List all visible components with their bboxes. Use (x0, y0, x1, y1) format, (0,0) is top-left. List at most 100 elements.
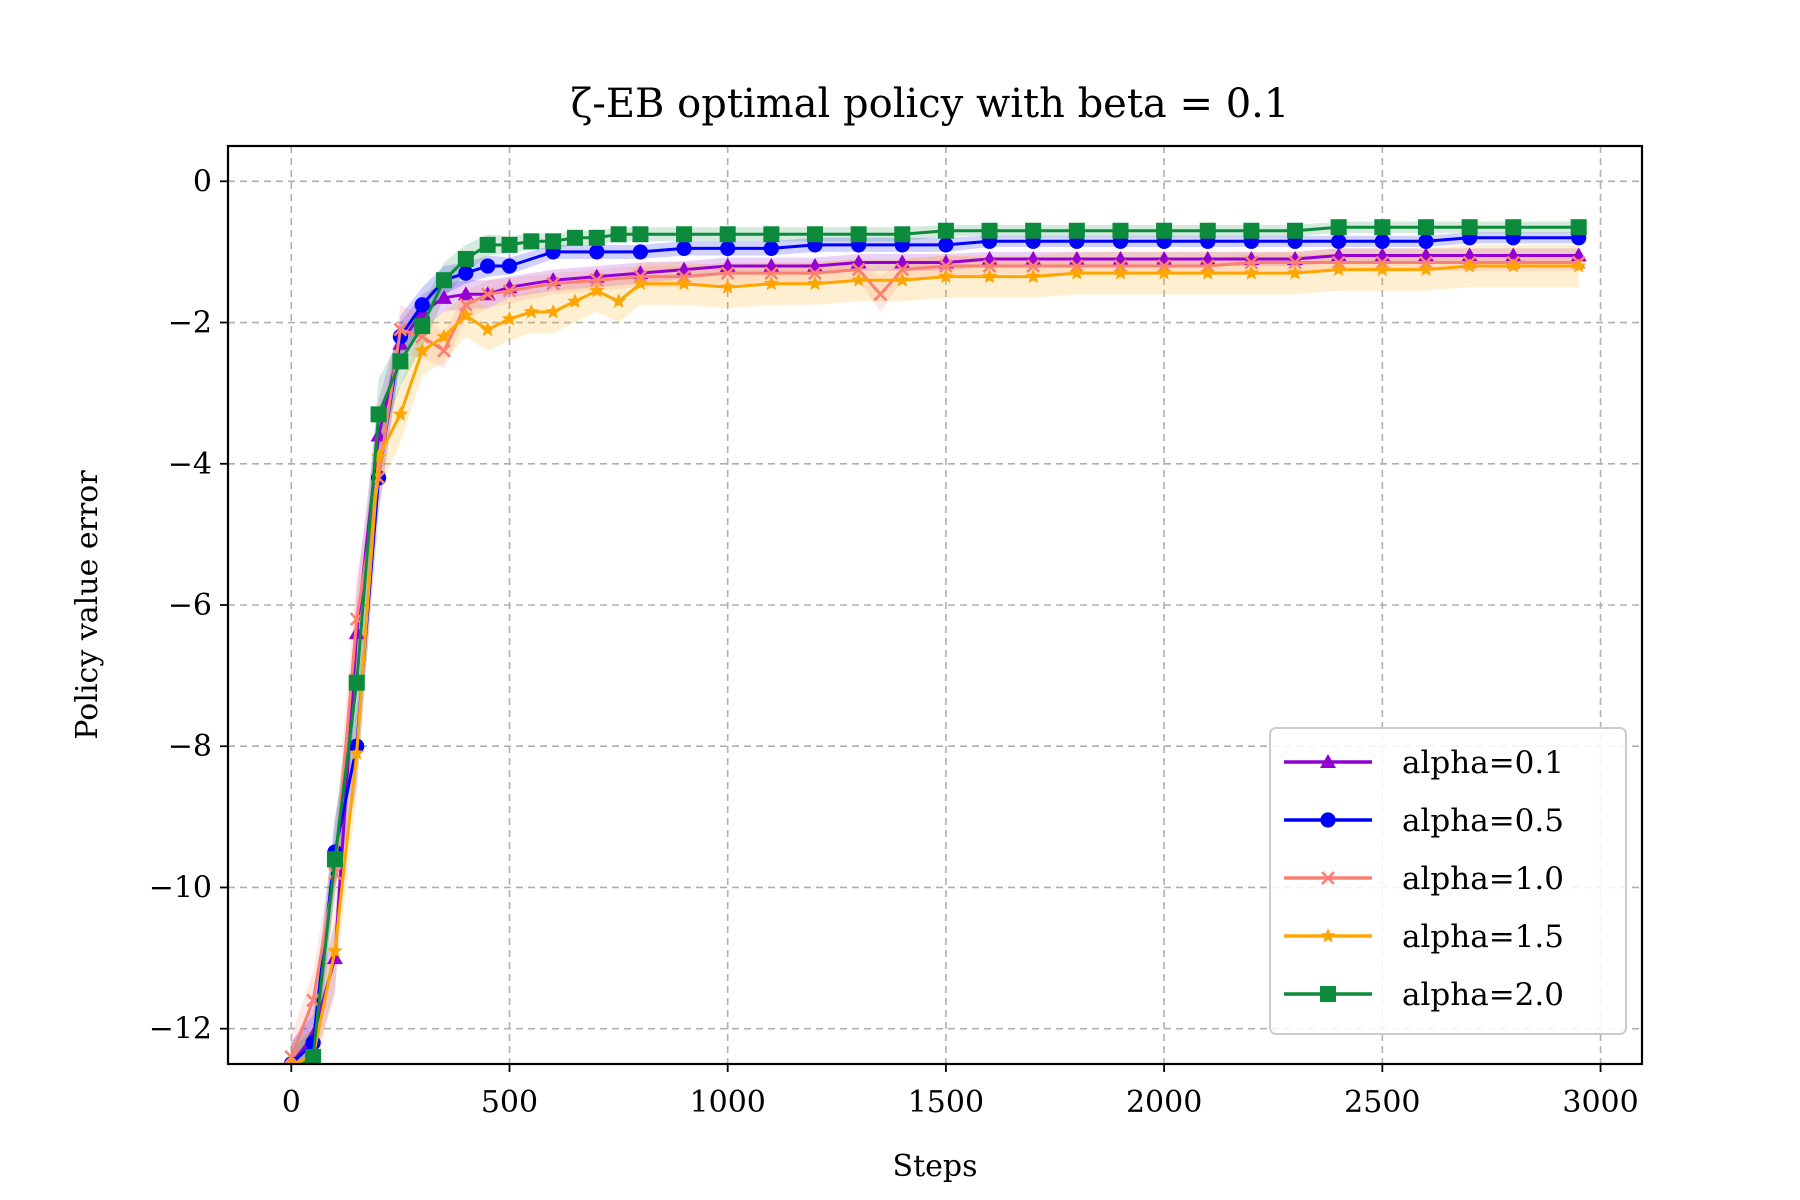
data-point (1331, 233, 1347, 249)
data-point (1374, 219, 1391, 236)
y-tick-label: −6 (168, 588, 212, 623)
data-point (1243, 265, 1260, 280)
series-alpha=2.0 (283, 219, 1587, 1064)
legend-label: alpha=1.0 (1402, 861, 1564, 897)
data-point (501, 311, 518, 326)
legend-item: alpha=1.0 (1284, 861, 1564, 897)
data-point (437, 343, 451, 358)
data-point (981, 268, 998, 284)
y-tick-label: 0 (193, 164, 212, 199)
legend-marker (1320, 986, 1336, 1002)
data-point (1374, 233, 1390, 249)
data-point (480, 321, 496, 337)
data-point (370, 427, 387, 442)
data-point (763, 240, 779, 256)
data-point (894, 226, 911, 243)
data-point (1505, 258, 1521, 273)
data-point (676, 275, 692, 291)
legend-item: alpha=2.0 (1284, 977, 1564, 1013)
data-point (589, 282, 605, 298)
data-point (894, 272, 910, 287)
data-point (588, 229, 605, 246)
data-point (545, 303, 561, 319)
data-point (545, 233, 562, 250)
data-point (1244, 255, 1259, 270)
data-point (414, 342, 430, 358)
data-point (326, 851, 343, 868)
y-tick-label: −8 (168, 729, 212, 764)
data-point (1418, 261, 1434, 277)
data-point (632, 244, 649, 260)
data-point (589, 244, 605, 260)
data-point (806, 226, 823, 243)
data-point (1025, 268, 1041, 284)
data-point (1374, 261, 1390, 277)
data-point (764, 266, 779, 281)
data-point (414, 318, 431, 335)
legend-item: alpha=0.1 (1284, 745, 1564, 781)
data-point (393, 322, 408, 337)
data-point (1571, 258, 1587, 273)
data-point (895, 262, 910, 277)
legend-marker (1320, 754, 1336, 768)
data-point (632, 226, 649, 243)
data-point (457, 250, 474, 267)
y-axis-label: Policy value error (70, 470, 105, 740)
data-point (501, 258, 518, 274)
legend-item: alpha=1.5 (1284, 919, 1564, 955)
series-lines (283, 219, 1587, 1064)
data-point (1112, 265, 1129, 280)
data-point (502, 283, 517, 298)
data-point (1156, 222, 1173, 239)
data-point (480, 287, 495, 302)
data-point (937, 222, 954, 239)
data-point (938, 237, 954, 253)
data-point (1570, 219, 1587, 236)
data-point (349, 745, 365, 760)
data-point (1461, 219, 1478, 236)
data-point (1156, 265, 1172, 280)
data-point (981, 222, 998, 239)
legend-label: alpha=2.0 (1402, 977, 1564, 1013)
data-point (306, 993, 321, 1008)
y-tick-label: −2 (168, 306, 212, 341)
data-point (610, 226, 627, 243)
data-point (1069, 265, 1085, 280)
data-point (851, 272, 867, 287)
legend-item: alpha=0.5 (1284, 803, 1564, 839)
legend-label: alpha=1.5 (1402, 919, 1564, 955)
x-tick-label: 0 (282, 1085, 301, 1120)
series-line (289, 261, 1579, 1058)
data-point (436, 272, 453, 289)
data-point (632, 275, 649, 291)
data-point (546, 276, 561, 291)
data-point (1200, 265, 1216, 280)
y-tick-label: −12 (149, 1012, 212, 1047)
chart-title: ζ-EB optimal policy with beta = 0.1 (571, 81, 1290, 127)
legend-box (1269, 727, 1627, 1035)
legend-marker (1320, 928, 1336, 943)
data-point (720, 266, 735, 281)
data-point (414, 297, 430, 313)
data-point (720, 240, 736, 256)
data-point (851, 262, 866, 277)
x-tick-label: 2500 (1344, 1085, 1420, 1120)
data-point (305, 1048, 322, 1064)
data-point (1199, 222, 1216, 239)
data-point (501, 236, 518, 253)
data-point (807, 275, 823, 291)
data-point (1243, 222, 1260, 239)
series-alpha=1.5 (283, 258, 1587, 1064)
data-point (457, 286, 474, 301)
data-point (982, 259, 997, 273)
data-point (610, 293, 627, 308)
data-point (938, 268, 954, 284)
legend: alpha=0.1 alpha=0.5 alpha=1.0 alpha=1.5 alph… (1269, 727, 1627, 1035)
data-point (1287, 222, 1304, 239)
data-point (1068, 222, 1085, 239)
data-point (589, 273, 604, 288)
data-point (1331, 261, 1347, 277)
legend-label: alpha=0.1 (1402, 745, 1564, 781)
data-point (436, 328, 452, 344)
